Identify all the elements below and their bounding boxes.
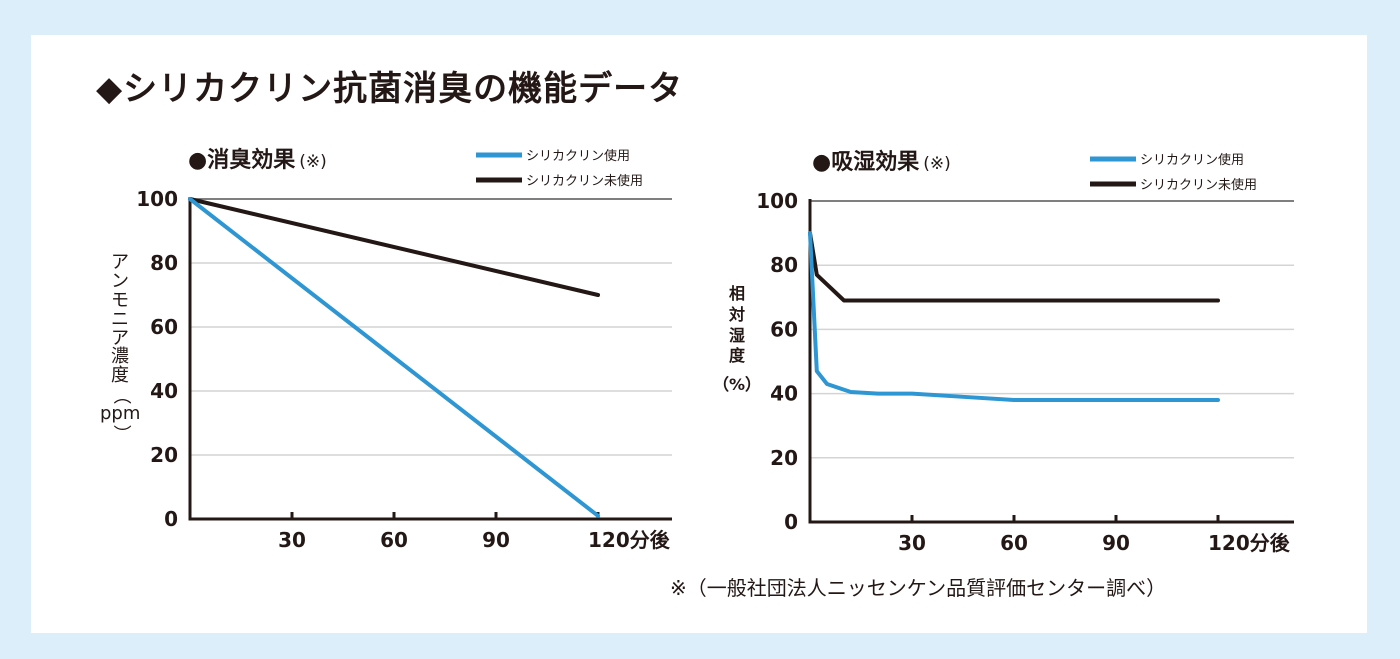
series-line <box>808 231 1220 403</box>
chart2-ylabel-text: 相対湿度 <box>728 284 745 366</box>
x-tick-label: 60 <box>380 528 408 552</box>
footnote: ※（一般社団法人ニッセンケン品質評価センター調べ） <box>670 576 1167 600</box>
y-tick-label: 60 <box>150 315 178 339</box>
chart1-title-note: (※) <box>299 152 327 172</box>
y-tick-label: 100 <box>136 187 178 211</box>
y-tick-label: 40 <box>150 379 178 403</box>
legend-label: シリカクリン未使用 <box>526 173 643 189</box>
chart1-title-text: ●消臭効果 <box>188 148 296 173</box>
y-tick-label: 80 <box>150 251 178 275</box>
y-tick-label: 60 <box>770 317 798 341</box>
y-tick-label: 20 <box>150 443 178 467</box>
x-tick-label: 120分後 <box>1208 531 1291 555</box>
series-line <box>188 197 600 518</box>
series-line <box>808 231 1220 303</box>
y-tick-label: 20 <box>770 446 798 470</box>
x-tick-label: 120分後 <box>588 528 671 552</box>
y-tick-label: 80 <box>770 253 798 277</box>
x-tick-label: 90 <box>482 528 510 552</box>
chart1-title: ●消臭効果 (※) <box>188 150 327 172</box>
legend-label: シリカクリン使用 <box>1140 152 1244 168</box>
series-line <box>188 197 600 297</box>
x-tick-label: 30 <box>898 531 926 555</box>
chart1-ylabel: アンモニア濃度（ppm） <box>100 252 141 443</box>
legend-label: シリカクリン未使用 <box>1140 177 1257 193</box>
x-tick-label: 60 <box>1000 531 1028 555</box>
chart2-title-note: (※) <box>923 154 951 174</box>
y-tick-label: 0 <box>784 510 798 534</box>
x-tick-label: 90 <box>1102 531 1130 555</box>
y-tick-label: 100 <box>756 189 798 213</box>
content-panel <box>31 35 1367 633</box>
chart2-ylabel-unit: （%） <box>712 375 762 395</box>
y-tick-label: 0 <box>164 507 178 531</box>
x-tick-label: 30 <box>278 528 306 552</box>
page-title: ◆シリカクリン抗菌消臭の機能データ <box>96 69 684 109</box>
y-tick-label: 40 <box>770 382 798 406</box>
chart2-title-text: ●吸湿効果 <box>812 150 920 175</box>
chart2-ylabel: 相対湿度 （%） <box>712 284 762 396</box>
legend-label: シリカクリン使用 <box>526 148 630 164</box>
chart2-title: ●吸湿効果 (※) <box>812 152 951 174</box>
